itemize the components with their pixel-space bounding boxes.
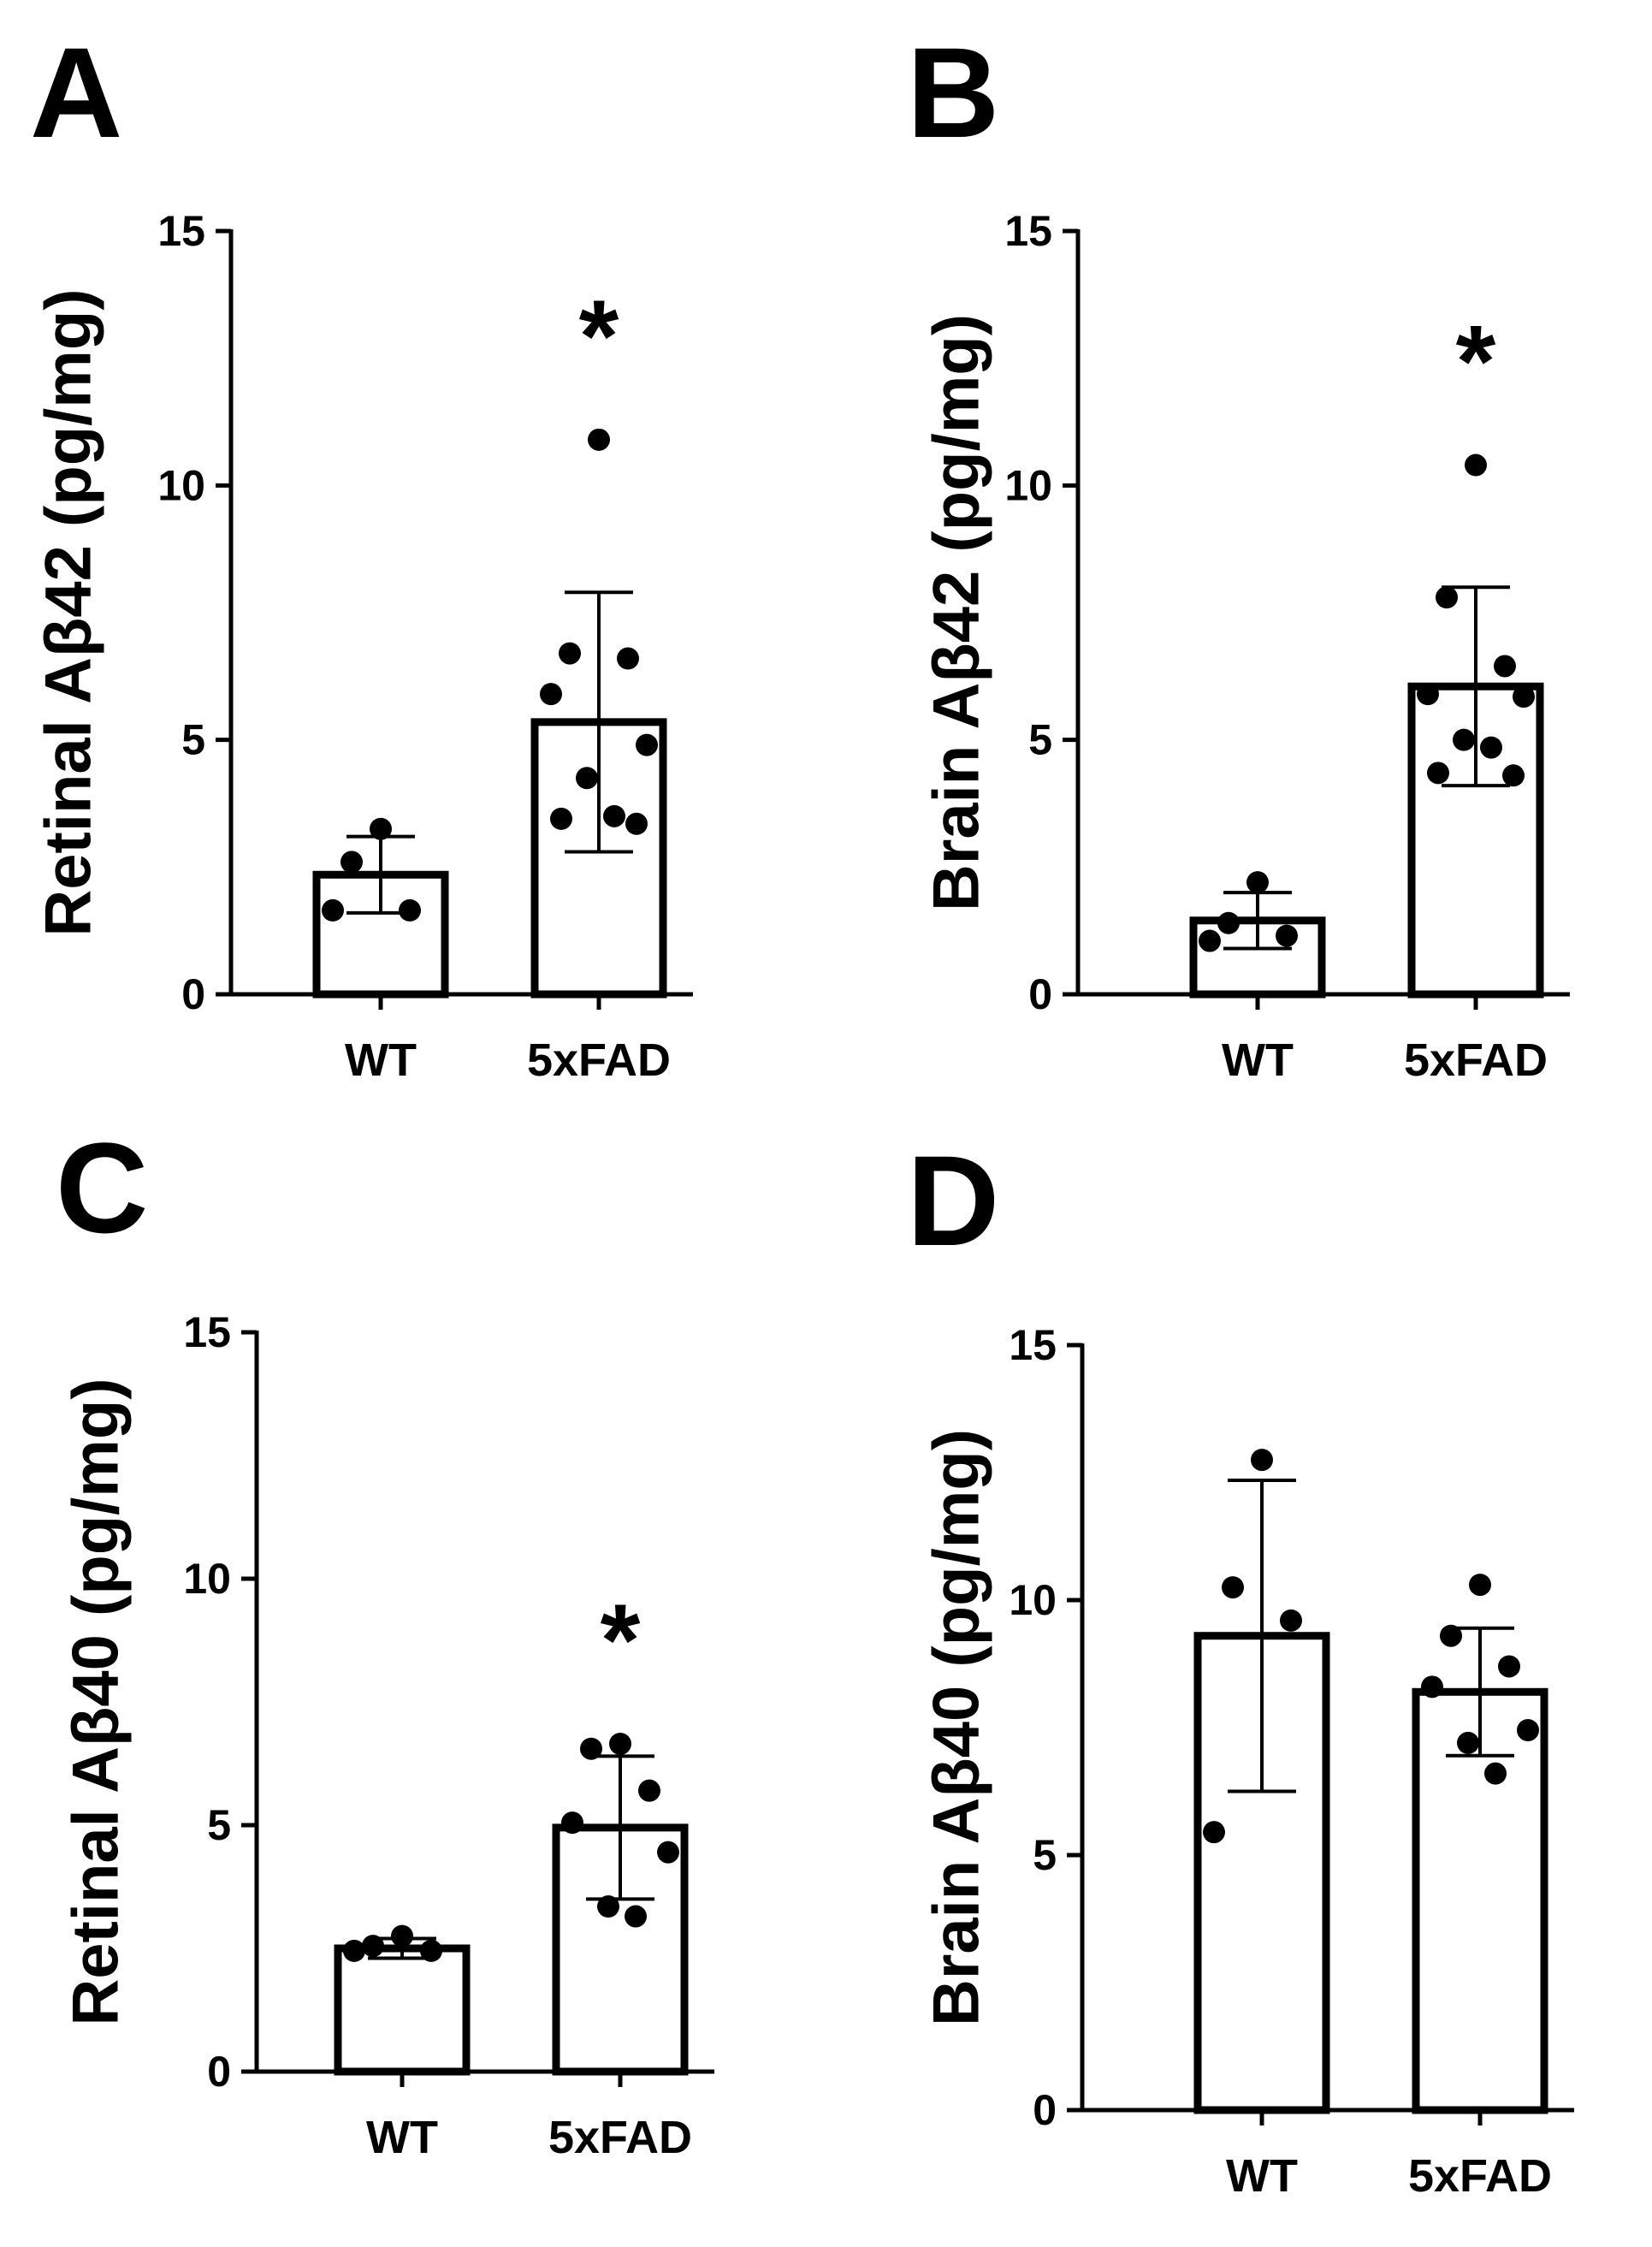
panel-d-y-axis-title: Brain Aβ40 (pg/mg) — [921, 1429, 993, 2026]
panel-b-y-tick-label: 0 — [1028, 970, 1052, 1018]
panel-d-point-5xfad — [1484, 1762, 1507, 1785]
panel-c-y-tick-label: 10 — [183, 1555, 231, 1603]
panel-c-bar-wt — [334, 1944, 471, 2076]
panel-a-point-5xfad — [576, 767, 598, 790]
panel-b-significance-5xfad: * — [1456, 305, 1496, 419]
panel-c-y-tick-label: 0 — [207, 2048, 231, 2096]
panel-a-point-5xfad — [588, 428, 610, 451]
panel-a-point-5xfad — [559, 642, 581, 665]
panel-a: A Retinal Aβ42 (pg/mg) 0 5 10 15 WT 5xFAD * — [30, 21, 693, 1086]
panel-c-significance-5xfad: * — [601, 1583, 641, 1698]
panel-b-y-axis-title: Brain Aβ42 (pg/mg) — [921, 314, 993, 911]
panel-d-x-label-wt: WT — [1226, 2150, 1298, 2202]
panel-a-x-label-wt: WT — [345, 1035, 417, 1086]
panel-a-point-wt — [322, 898, 344, 922]
panel-c-point-5xfad — [625, 1905, 647, 1928]
panel-a-point-5xfad — [636, 733, 658, 756]
panel-a-point-wt — [370, 817, 392, 840]
panel-c-point-5xfad — [580, 1737, 602, 1760]
panel-b-point-5xfad — [1453, 728, 1475, 751]
panel-b-x-label-wt: WT — [1222, 1035, 1294, 1086]
panel-b-y-tick-label: 5 — [1028, 716, 1052, 764]
panel-d-point-5xfad — [1457, 1731, 1479, 1754]
panel-a-y-tick-label: 0 — [181, 970, 205, 1018]
panel-c-point-5xfad — [561, 1811, 583, 1835]
panel-c: C Retinal Aβ40 (pg/mg) 0 5 10 15 WT 5xFAD * — [56, 1116, 714, 2163]
panel-d-point-5xfad — [1498, 1655, 1520, 1678]
panel-a-y-tick-label: 5 — [181, 716, 205, 764]
panel-d-y-tick-label: 5 — [1033, 1831, 1057, 1879]
panel-c-point-5xfad — [638, 1779, 660, 1802]
panel-d-bar-5xfad — [1412, 1687, 1548, 2114]
panel-a-y-tick-label: 10 — [157, 461, 205, 509]
panel-d-y-tick-label: 10 — [1009, 1576, 1057, 1624]
panel-b-point-wt — [1246, 871, 1269, 894]
panel-c-letter: C — [56, 1116, 148, 1260]
panel-c-point-wt — [362, 1935, 384, 1958]
panel-c-y-tick-label: 5 — [207, 1801, 231, 1849]
panel-d-point-wt — [1251, 1449, 1273, 1472]
panel-d-y-tick-label: 15 — [1009, 1321, 1057, 1369]
panel-b-point-5xfad — [1417, 683, 1439, 706]
panel-b-point-wt — [1217, 911, 1240, 934]
panel-b-y-tick-label: 10 — [1004, 461, 1052, 509]
panel-c-x-label-wt: WT — [366, 2112, 438, 2163]
panel-d-point-5xfad — [1517, 1718, 1539, 1741]
panel-d-point-5xfad — [1440, 1624, 1462, 1647]
panel-b-point-wt — [1199, 929, 1221, 952]
panel-a-point-5xfad — [540, 683, 562, 706]
panel-d-y-tick-label: 0 — [1033, 2086, 1057, 2134]
panel-a-y-tick-label: 15 — [157, 207, 205, 255]
panel-c-point-5xfad — [597, 1895, 619, 1918]
panel-a-y-axis-title: Retinal Aβ42 (pg/mg) — [33, 288, 105, 936]
panel-c-point-5xfad — [657, 1841, 679, 1864]
panel-c-y-axis-title: Retinal Aβ40 (pg/mg) — [60, 1378, 133, 2025]
panel-c-point-wt — [343, 1939, 365, 1962]
panel-b-x-label-5xfad: 5xFAD — [1404, 1035, 1548, 1086]
panel-a-x-label-5xfad: 5xFAD — [527, 1035, 671, 1086]
panel-b-point-5xfad — [1465, 454, 1487, 477]
panel-b-letter: B — [907, 21, 999, 164]
panel-a-point-5xfad — [625, 812, 648, 835]
panel-c-point-wt — [420, 1939, 442, 1962]
panel-d-point-wt — [1222, 1576, 1244, 1599]
panel-a-point-5xfad — [603, 804, 625, 827]
panel-d-point-5xfad — [1421, 1675, 1443, 1699]
panel-a-point-5xfad — [617, 647, 639, 670]
panel-b-point-5xfad — [1502, 764, 1525, 787]
panel-b-point-5xfad — [1513, 685, 1535, 708]
panel-d-point-wt — [1203, 1821, 1225, 1844]
panel-c-y-tick-label: 15 — [183, 1308, 231, 1356]
panel-b-point-5xfad — [1427, 762, 1449, 785]
panel-a-significance-5xfad: * — [579, 279, 619, 394]
panel-d: D Brain Aβ40 (pg/mg) 0 5 10 15 WT 5xFAD — [907, 1129, 1574, 2202]
panel-b-point-5xfad — [1436, 586, 1458, 609]
panel-a-letter: A — [30, 21, 122, 164]
panel-c-x-label-5xfad: 5xFAD — [548, 2112, 692, 2163]
panel-b: B Brain Aβ42 (pg/mg) 0 5 10 15 WT 5xFAD * — [907, 21, 1570, 1086]
panel-a-point-5xfad — [550, 807, 572, 830]
panel-d-point-5xfad — [1469, 1574, 1491, 1597]
panel-b-y-tick-label: 15 — [1004, 207, 1052, 255]
panel-c-point-5xfad — [609, 1732, 631, 1755]
panel-a-point-wt — [340, 851, 363, 874]
panel-d-point-wt — [1280, 1609, 1302, 1632]
panel-b-point-5xfad — [1494, 655, 1516, 678]
panel-b-point-wt — [1276, 924, 1298, 947]
panel-d-x-label-5xfad: 5xFAD — [1408, 2150, 1552, 2202]
panel-c-point-wt — [391, 1924, 413, 1948]
panel-a-point-wt — [399, 898, 421, 922]
panel-d-letter: D — [907, 1129, 999, 1272]
panel-b-point-5xfad — [1480, 736, 1502, 759]
